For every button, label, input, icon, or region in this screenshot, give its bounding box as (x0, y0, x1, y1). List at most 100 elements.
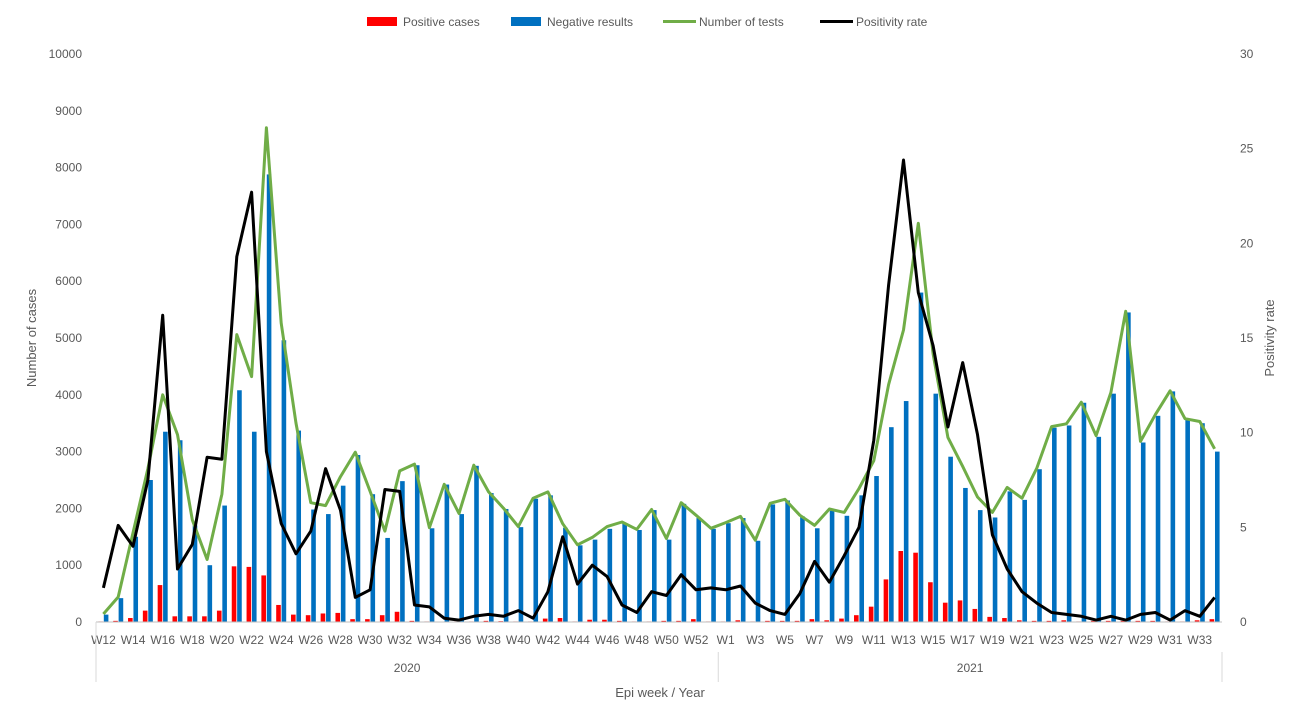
x-tick-label-24: W36 (447, 633, 472, 647)
negative-results-bar-W14-55 (919, 293, 924, 622)
negative-results-bar-W22-63 (1037, 469, 1042, 622)
positive-cases-bar-W17-5 (172, 616, 177, 622)
x-tick-label-58: W17 (950, 633, 975, 647)
negative-results-bar-W28-16 (341, 486, 346, 622)
negative-results-bar-W53-41 (711, 529, 716, 622)
left-axis: 0100020003000400050006000700080009000100… (49, 47, 83, 629)
x-tick-label-2: W14 (121, 633, 146, 647)
positive-cases-bar-W28-16 (335, 613, 340, 622)
x-tick-label-50: W9 (835, 633, 853, 647)
negative-results-bar-W1-42 (726, 523, 731, 622)
x-tick-label-68: W27 (1099, 633, 1124, 647)
negative-results-bar-W51-39 (682, 504, 687, 622)
positive-cases-bar-W19-60 (987, 617, 992, 622)
x-tick-label-14: W26 (298, 633, 323, 647)
negative-results-bar-W9-50 (845, 516, 850, 622)
x-tick-label-52: W11 (862, 633, 886, 647)
y2-tick-label-1: 5 (1240, 520, 1247, 534)
positive-cases-bar-W23-11 (261, 575, 266, 622)
x-tick-label-46: W5 (776, 633, 794, 647)
x-tick-label-18: W30 (358, 633, 383, 647)
x-tick-label-4: W16 (150, 633, 175, 647)
x-tick-label-12: W24 (269, 633, 294, 647)
x-tick-label-62: W21 (1010, 633, 1035, 647)
negative-results-bar-W21-62 (1022, 500, 1027, 622)
positive-cases-bar-W20-61 (1002, 618, 1007, 622)
positive-cases-bar-W43-31 (558, 618, 563, 622)
x-tick-label-42: W1 (717, 633, 735, 647)
negative-results-bar-W46-34 (608, 529, 613, 622)
negative-results-bar-W52-40 (696, 518, 701, 622)
negative-results-bar-W16-4 (163, 432, 168, 622)
legend-swatch-positive-cases (367, 17, 397, 26)
positive-cases-bar-W18-6 (187, 616, 192, 622)
negative-results-bar-W8-49 (830, 511, 835, 622)
negative-results-bar-W34-75 (1215, 452, 1220, 622)
x-tick-label-8: W20 (210, 633, 235, 647)
positive-cases-bar-W14-2 (128, 618, 133, 622)
positive-cases-bar-W32-20 (395, 612, 400, 622)
x-tick-label-10: W22 (239, 633, 264, 647)
positive-cases-bar-W18-59 (973, 609, 978, 622)
y2-tick-label-0: 0 (1240, 615, 1247, 629)
y2-axis-title: Positivity rate (1262, 299, 1277, 376)
legend-label-number-of-tests: Number of tests (699, 15, 784, 29)
x-tick-label-72: W31 (1158, 633, 1183, 647)
positive-cases-bar-W15-3 (143, 611, 148, 622)
negative-results-bar-W29-70 (1141, 443, 1146, 622)
y-tick-label-6: 6000 (55, 274, 82, 288)
positive-cases-bar-W19-7 (202, 616, 207, 622)
negative-results-bar-W42-30 (548, 495, 553, 622)
negative-results-bar-W25-66 (1082, 403, 1087, 622)
negative-results-bar-W32-73 (1185, 419, 1190, 622)
negative-results-bar-W24-12 (282, 340, 287, 622)
positive-cases-bar-W11-52 (869, 607, 874, 622)
x-tick-label-56: W15 (921, 633, 946, 647)
x-tick-label-44: W3 (746, 633, 764, 647)
negative-results-bar-W25-13 (296, 431, 301, 622)
y2-tick-label-6: 30 (1240, 47, 1254, 61)
negative-results-bar-W20-61 (1008, 491, 1013, 622)
negative-results-bar-W19-7 (208, 565, 213, 622)
year-label-2021: 2021 (957, 661, 984, 675)
y2-tick-label-3: 15 (1240, 331, 1254, 345)
positive-cases-bar-W16-4 (158, 585, 163, 622)
y-tick-label-9: 9000 (55, 104, 82, 118)
negative-results-bar-W3-44 (756, 541, 761, 622)
negative-results-bar-W49-37 (652, 510, 657, 622)
positive-cases-bar-W26-14 (306, 615, 311, 622)
negative-results-bar-W22-10 (252, 432, 257, 622)
negative-results-bar-W35-23 (445, 485, 450, 622)
negative-results-bar-W17-58 (963, 488, 968, 622)
positive-cases-bar-W31-19 (380, 615, 385, 622)
bars-layer (98, 174, 1219, 622)
x-tick-label-36: W48 (624, 633, 649, 647)
negative-results-bar-W27-68 (1111, 394, 1116, 622)
negative-results-bar-W12-0 (104, 615, 109, 622)
negative-results-bar-W23-11 (267, 174, 272, 622)
legend-label-positive-cases: Positive cases (403, 15, 480, 29)
x-tick-label-6: W18 (180, 633, 205, 647)
negative-results-bar-W24-65 (1067, 425, 1072, 622)
y-axis-title: Number of cases (24, 288, 39, 387)
positive-cases-bar-W12-53 (884, 579, 889, 622)
x-tick-label-48: W7 (806, 633, 824, 647)
negative-results-bar-W33-74 (1200, 423, 1205, 622)
negative-results-bar-W20-8 (222, 506, 227, 622)
y-tick-label-10: 10000 (49, 47, 83, 61)
x-tick-label-26: W38 (476, 633, 501, 647)
y2-tick-label-4: 20 (1240, 236, 1254, 250)
x-tick-label-32: W44 (565, 633, 590, 647)
y-tick-label-7: 7000 (55, 217, 82, 231)
x-tick-label-22: W34 (417, 633, 442, 647)
x-tick-label-66: W25 (1069, 633, 1094, 647)
negative-results-bar-W41-29 (533, 499, 538, 622)
positive-cases-bar-W42-30 (543, 619, 548, 622)
negative-results-bar-W13-54 (904, 401, 909, 622)
positive-cases-bar-W16-57 (943, 603, 948, 622)
x-tick-label-34: W46 (595, 633, 620, 647)
